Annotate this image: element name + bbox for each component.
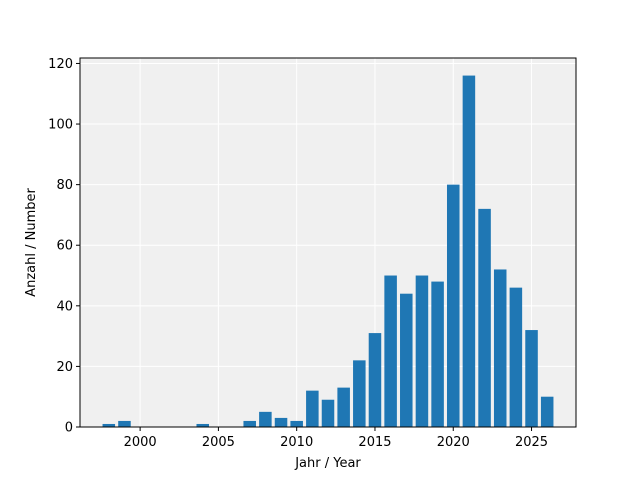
bar	[321, 399, 335, 427]
bar	[290, 420, 303, 427]
x-tick-label: 2010	[280, 435, 313, 450]
x-tick-label: 2000	[124, 435, 157, 450]
x-tick-label: 2005	[202, 435, 235, 450]
axes-frame	[79, 57, 577, 428]
x-tick-label: 2015	[358, 435, 391, 450]
bar	[525, 330, 538, 427]
y-tick-label: 40	[56, 299, 73, 314]
bar	[415, 275, 429, 427]
y-tick-label: 120	[48, 57, 73, 72]
y-axis-label: Anzahl / Number	[24, 188, 39, 297]
y-tick-label: 80	[56, 178, 73, 193]
x-tick-label: 2025	[515, 435, 548, 450]
bar	[540, 396, 554, 427]
bar	[259, 411, 272, 427]
bar	[102, 423, 116, 427]
bar	[353, 360, 366, 427]
bar	[306, 390, 319, 427]
y-tick-label: 60	[56, 239, 73, 254]
bar	[478, 208, 491, 427]
bar	[368, 333, 382, 427]
bar	[400, 293, 413, 427]
bar	[493, 269, 507, 427]
bar	[509, 287, 523, 427]
bar	[431, 281, 444, 427]
x-tick-label: 2020	[437, 435, 470, 450]
y-tick-label: 100	[48, 118, 73, 133]
bar	[462, 75, 476, 428]
bar	[118, 420, 131, 427]
plot-area	[80, 58, 576, 427]
y-tick-label: 0	[65, 421, 73, 436]
x-axis-label: Jahr / Year	[294, 456, 361, 471]
bar	[274, 417, 288, 427]
bar	[243, 420, 256, 427]
bar	[337, 387, 350, 427]
y-tick-label: 20	[56, 360, 73, 375]
bar	[196, 423, 210, 427]
bar	[384, 275, 397, 427]
bar	[446, 184, 460, 427]
